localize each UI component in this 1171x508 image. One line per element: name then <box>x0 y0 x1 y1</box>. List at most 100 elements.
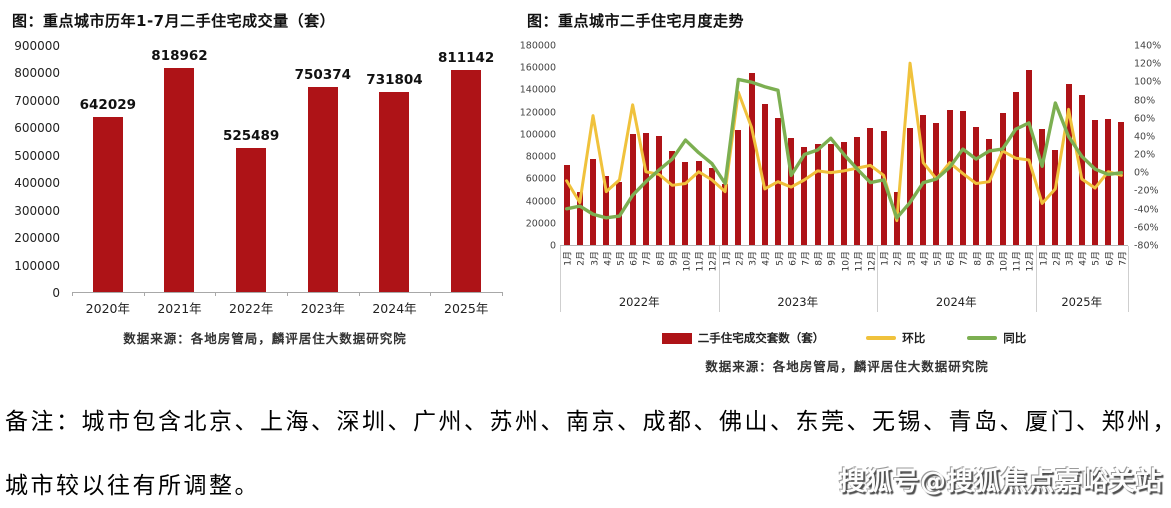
yellow-line-swatch-icon <box>866 336 897 340</box>
monthly-bar <box>1118 122 1125 245</box>
monthly-bar <box>1091 120 1098 245</box>
yearly-source-text: 数据来源：各地房管局，麟评居住大数据研究院 <box>123 331 407 346</box>
month-tick-label: 5月 <box>616 251 627 266</box>
month-label-slot: 4月 <box>600 249 613 293</box>
month-label-slot: 1月 <box>560 249 574 293</box>
legend-label-mom: 环比 <box>902 331 926 345</box>
monthly-bar <box>590 158 597 245</box>
monthly-bar <box>880 131 887 245</box>
month-label-slot: 9月 <box>666 249 679 293</box>
axis-tick-label: 20% <box>1134 149 1156 161</box>
month-tick-label: 4月 <box>603 251 614 266</box>
month-tick-label: 10月 <box>682 251 693 272</box>
month-label-slot: 5月 <box>613 249 627 293</box>
monthly-bar <box>708 167 715 245</box>
yearly-bar-value-label: 642029 <box>79 96 137 113</box>
monthly-bar <box>841 142 847 245</box>
axis-tick-label: 60000 <box>525 173 556 185</box>
yearly-x-label: 2024年 <box>372 301 417 316</box>
watermark-text: 搜狐号@搜狐焦点嘉峪关站 <box>838 467 1163 497</box>
month-label-slot: 2月 <box>890 249 904 293</box>
month-label-slot: 10月 <box>837 249 852 293</box>
monthly-bar <box>722 184 729 245</box>
month-tick-label: 5月 <box>933 251 944 266</box>
axis-tick-label: 900000 <box>14 39 60 53</box>
month-tick-label: 8月 <box>814 251 825 266</box>
mom-line <box>567 63 1122 220</box>
monthly-bar <box>1065 83 1072 245</box>
monthly-source-text: 数据来源：各地房管局，麟评居住大数据研究院 <box>705 359 989 374</box>
month-label-slot: 12月 <box>705 249 719 293</box>
year-label: 2023年 <box>777 295 819 309</box>
axis-tick-label: 400000 <box>14 176 60 191</box>
monthly-bar <box>576 191 583 245</box>
yearly-bar-slot: 525489 <box>215 46 287 292</box>
yearly-y-axis: 900000 800000 700000 600000 500000 400000 3000… <box>10 39 60 300</box>
month-tick-label: 11月 <box>695 251 706 272</box>
yearly-bar-value-label: 750374 <box>294 66 352 83</box>
axis-tick-label: 180000 <box>519 40 556 52</box>
month-tick-label: 6月 <box>946 251 957 266</box>
green-line-swatch-icon <box>967 336 998 340</box>
month-label-slot: 4月 <box>916 249 930 293</box>
x-axis-tick <box>502 292 503 296</box>
legend-label-yoy: 同比 <box>1003 331 1027 345</box>
monthly-bar <box>986 138 993 245</box>
yearly-bar-slot: 642029 <box>72 46 144 292</box>
yearly-x-label: 2022年 <box>229 301 274 316</box>
month-tick-label: 9月 <box>827 251 838 266</box>
month-tick-label: 6月 <box>1105 251 1116 266</box>
x-axis-tick <box>430 292 432 296</box>
month-tick-label: 2月 <box>735 251 746 266</box>
axis-tick-label: 0% <box>1134 167 1150 179</box>
monthly-left-axis: 180000 160000 140000 120000 100000 80000 60000… <box>519 41 556 252</box>
yearly-bar <box>379 91 410 292</box>
axis-tick-label: 100% <box>1134 76 1162 88</box>
axis-tick-label: 800000 <box>14 66 60 81</box>
month-label-slot: 2月 <box>573 249 587 293</box>
month-label-slot: 4月 <box>1075 249 1089 293</box>
month-tick-label: 1月 <box>1039 251 1050 266</box>
monthly-bar <box>827 144 834 245</box>
axis-tick-label: 0 <box>52 286 60 300</box>
month-tick-label: 12月 <box>867 251 878 272</box>
month-label-slot: 8月 <box>969 249 984 293</box>
axis-tick-label: 120000 <box>519 107 556 119</box>
monthly-bar <box>682 162 689 245</box>
axis-tick-label: 0 <box>549 240 556 252</box>
monthly-bar <box>907 127 914 245</box>
yearly-bar-slot: 750374 <box>287 46 359 292</box>
month-tick-label: 8月 <box>973 251 984 266</box>
month-tick-label: 11月 <box>854 251 865 272</box>
month-tick-label: 10月 <box>841 251 852 272</box>
month-label-slot: 7月 <box>798 249 811 293</box>
yearly-bar <box>164 68 195 292</box>
month-tick-label: 7月 <box>642 251 653 266</box>
month-label-slot: 8月 <box>652 249 667 293</box>
month-label-slot: 3月 <box>903 249 917 293</box>
monthly-bar <box>735 130 742 245</box>
year-label: 2025年 <box>1061 295 1103 309</box>
month-tick-label: 2月 <box>1052 251 1063 266</box>
monthly-bar <box>933 123 940 245</box>
monthly-bar <box>973 126 980 245</box>
year-separator <box>718 246 720 312</box>
x-axis-tick <box>358 292 360 296</box>
yearly-bar <box>451 70 482 292</box>
monthly-bar <box>1039 128 1046 245</box>
yearly-x-label: 2021年 <box>157 301 202 316</box>
axis-tick-label: 140% <box>1134 40 1162 52</box>
month-tick-label: 2月 <box>893 251 904 266</box>
month-label-slot: 2月 <box>1049 249 1062 293</box>
month-tick-label: 2月 <box>576 251 587 266</box>
month-label-slot: 9月 <box>983 249 996 293</box>
axis-tick-label: -20% <box>1134 185 1159 197</box>
month-tick-label: 8月 <box>656 251 667 266</box>
monthly-bar <box>1025 70 1032 245</box>
month-label-slot: 9月 <box>824 249 838 293</box>
month-tick-label: 10月 <box>999 251 1010 272</box>
monthly-bar <box>788 137 795 245</box>
monthly-bar <box>801 146 808 245</box>
axis-tick-label: -40% <box>1134 204 1159 216</box>
month-tick-label: 4月 <box>761 251 772 266</box>
